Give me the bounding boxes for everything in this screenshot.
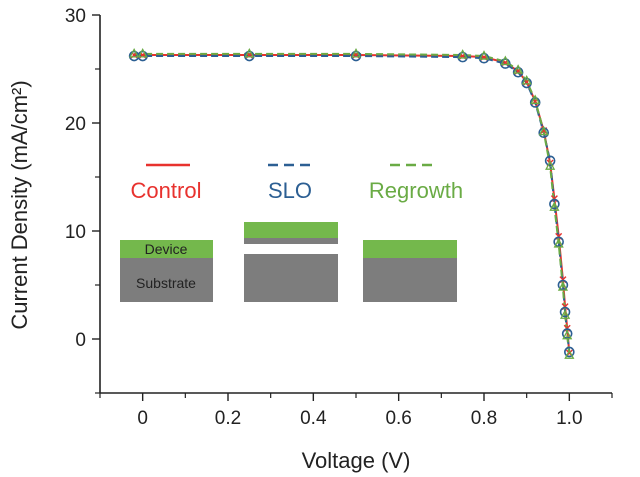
series-line-control [134, 54, 571, 354]
slo-point [500, 58, 511, 69]
x-tick-label: 0.4 [300, 408, 327, 429]
x-tick-label: 0.6 [385, 408, 411, 429]
slo-substrate [244, 254, 338, 302]
x-tick-label: 0 [137, 408, 148, 429]
slo-point [553, 236, 564, 248]
x-tick-label: 1.0 [556, 408, 582, 429]
slo-thin-substrate [244, 238, 338, 244]
slo-point [549, 198, 560, 210]
slo-point [559, 306, 571, 318]
regrowth-point [553, 238, 564, 248]
regrowth-device-layer [363, 240, 457, 258]
legend-label-regrowth: Regrowth [369, 178, 463, 203]
regrowth-point [457, 49, 468, 59]
regrowth-point [500, 55, 511, 66]
regrowth-substrate [363, 258, 457, 302]
slo-device-layer [244, 222, 338, 238]
slo-point [512, 66, 524, 78]
x-tick-label: 0.8 [471, 408, 497, 429]
axes: 0 0.2 0.4 0.6 0.8 1.0 0 10 20 30 [65, 6, 613, 429]
regrowth-point [564, 349, 575, 359]
regrowth-point [513, 64, 524, 74]
legend: Control SLO Regrowth [131, 163, 463, 203]
slo-point [561, 328, 573, 339]
y-tick-label: 20 [65, 114, 86, 135]
slo-point [529, 97, 541, 108]
regrowth-point [562, 329, 573, 340]
regrowth-point [559, 309, 571, 319]
series-layer [128, 47, 575, 359]
regrowth-point [478, 50, 490, 60]
legend-label-control: Control [131, 178, 202, 203]
slo-point [564, 346, 575, 358]
series-line-regrowth [134, 52, 571, 356]
control-device-layer [120, 240, 213, 258]
regrowth-point [129, 47, 140, 58]
legend-label-slo: SLO [268, 178, 312, 203]
slo-point [544, 155, 556, 167]
regrowth-point [137, 47, 148, 58]
regrowth-point [350, 47, 362, 58]
regrowth-point [557, 281, 569, 291]
slo-point [457, 51, 468, 63]
regrowth-point [521, 74, 532, 85]
regrowth-point [538, 125, 549, 136]
slo-point [521, 77, 532, 89]
x-axis-title: Voltage (V) [302, 448, 411, 473]
y-tick-label: 0 [75, 330, 86, 351]
substrate-label: Substrate [136, 275, 196, 291]
series-line-slo [134, 55, 571, 353]
regrowth-point [244, 47, 255, 58]
regrowth-point [545, 160, 556, 170]
regrowth-point [549, 201, 560, 211]
control-substrate [120, 258, 213, 302]
y-tick-label: 10 [65, 222, 86, 243]
y-tick-label: 30 [65, 6, 86, 27]
slo-point [350, 50, 362, 62]
x-tick-label: 0.2 [215, 408, 241, 429]
slo-point [244, 50, 255, 62]
slo-point [557, 279, 569, 291]
device-label: Device [145, 241, 188, 257]
inset-schematics: Device Substrate [120, 222, 457, 302]
slo-point [478, 52, 490, 64]
regrowth-point [530, 94, 541, 104]
y-axis-title: Current Density (mA/cm²) [7, 80, 32, 329]
